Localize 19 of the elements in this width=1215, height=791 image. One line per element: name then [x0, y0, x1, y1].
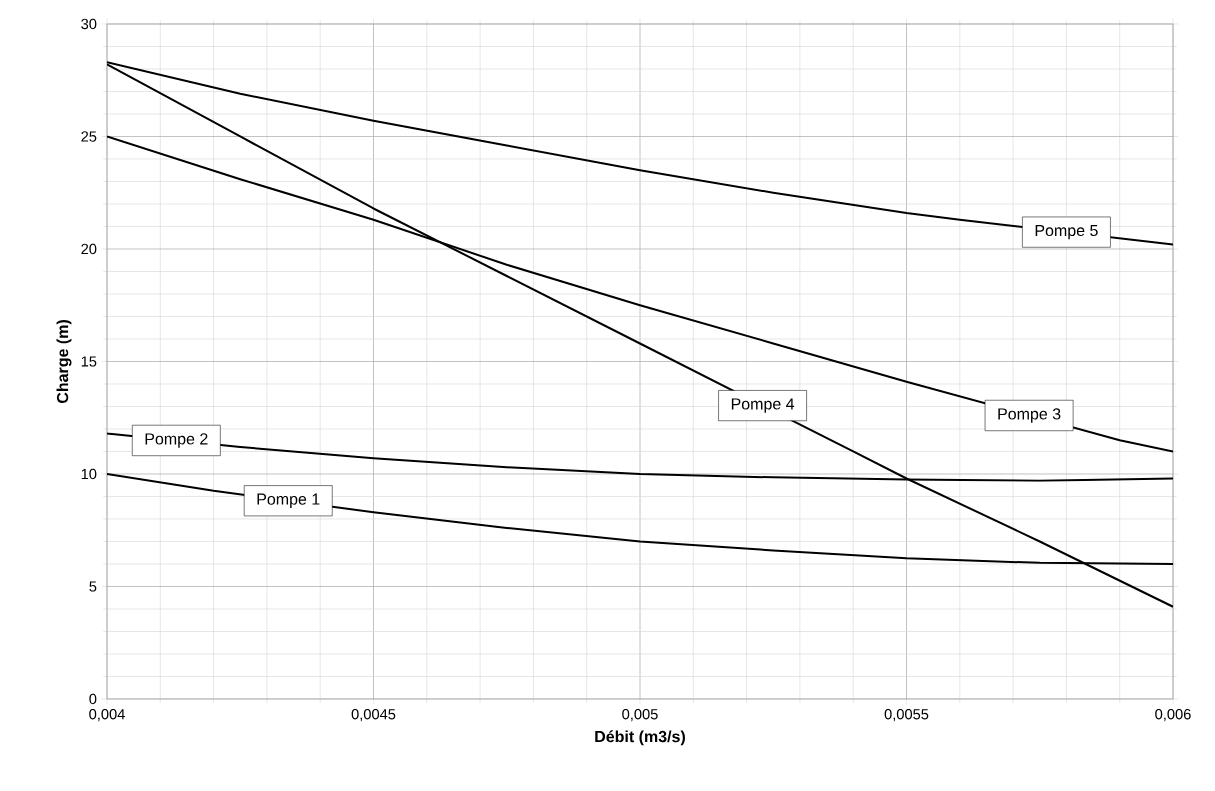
y-tick-label: 25	[81, 131, 97, 142]
y-tick-label: 20	[81, 243, 97, 255]
x-tick-label: 0,004	[89, 709, 125, 722]
y-tick-label: 5	[89, 581, 97, 592]
annotation: Pompe 1	[257, 493, 320, 508]
x-tick-label: 0,006	[1155, 709, 1191, 722]
x-tick-label: 0,0055	[884, 709, 929, 722]
annotation: Pompe 3	[998, 408, 1061, 423]
x-tick-label: 0,0045	[351, 709, 396, 722]
annotation: Pompe 2	[145, 433, 208, 448]
y-axis-title: Charge (m)	[56, 320, 72, 404]
y-tick-label: 10	[81, 468, 97, 480]
y-tick-label: 15	[81, 356, 97, 367]
x-tick-label: 0,005	[622, 709, 658, 722]
annotation: Pompe 5	[1035, 224, 1098, 240]
x-axis-title: Débit (m3/s)	[595, 730, 685, 746]
annotation: Pompe 4	[731, 398, 795, 413]
y-tick-label: 0	[89, 693, 97, 705]
y-tick-label: 30	[81, 18, 97, 30]
